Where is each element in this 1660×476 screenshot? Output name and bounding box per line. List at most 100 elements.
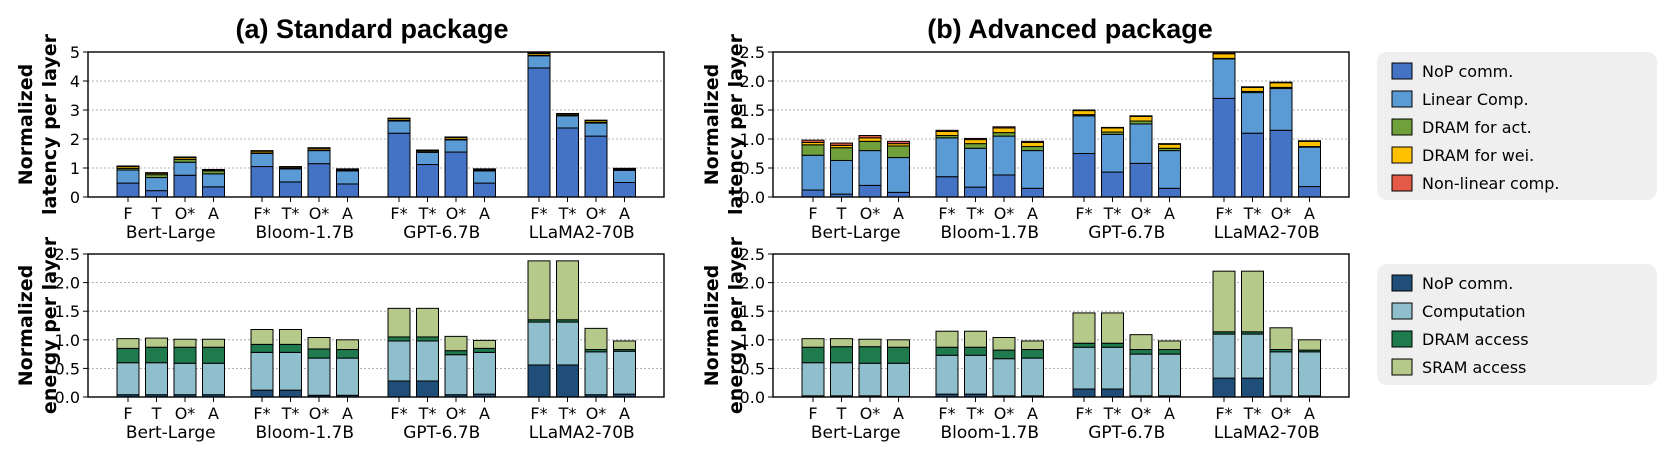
bar-segment xyxy=(1212,58,1236,99)
bar-segment xyxy=(1101,126,1124,129)
bar-segment xyxy=(527,321,551,366)
x-tick-label: F* xyxy=(1215,204,1232,223)
legend-label: NoP comm. xyxy=(1422,274,1513,293)
bar-segment xyxy=(830,142,853,146)
bar-segment xyxy=(613,340,636,351)
title-standard-package: (a) Standard package xyxy=(235,14,508,44)
legend-label: Non-linear comp. xyxy=(1422,174,1559,193)
bar-segment xyxy=(613,350,636,395)
bar-segment xyxy=(416,164,439,198)
bar-segment xyxy=(964,137,987,141)
x-tick-label: O* xyxy=(309,204,330,223)
bar-segment xyxy=(858,150,882,186)
bar-segment xyxy=(527,364,551,398)
x-tick-label: A xyxy=(1027,404,1038,423)
x-tick-label: A xyxy=(208,204,219,223)
bar-segment xyxy=(1101,127,1124,133)
y-axis-label: energy per layer xyxy=(725,236,747,414)
x-tick-label: A xyxy=(1304,204,1315,223)
x-tick-label: O* xyxy=(175,204,196,223)
bar-segment xyxy=(250,329,274,345)
bar-segment xyxy=(1269,351,1293,397)
bar-segment xyxy=(279,343,302,353)
bar-segment xyxy=(145,177,168,192)
y-axis-label: latency per layer xyxy=(725,33,747,215)
bar-segment xyxy=(801,346,825,364)
bar-segment xyxy=(1212,52,1236,55)
bar-segment xyxy=(387,307,411,338)
x-tick-label: A xyxy=(619,404,630,423)
bar-segment xyxy=(1158,187,1181,198)
bar-segment xyxy=(202,168,225,171)
y-tick-label: 1 xyxy=(70,159,80,178)
bar-segment xyxy=(1021,146,1044,152)
bar-segment xyxy=(444,136,468,139)
bar-segment xyxy=(279,181,302,198)
bar-segment xyxy=(202,362,225,396)
y-tick-label: 0.5 xyxy=(55,359,80,378)
bar-segment xyxy=(887,145,910,159)
legend-swatch xyxy=(1391,330,1413,348)
bar-segment xyxy=(387,117,411,120)
bar-segment xyxy=(1072,110,1096,116)
bar-segment xyxy=(1241,86,1264,92)
bar-segment xyxy=(830,338,853,348)
y-tick-label: 2.5 xyxy=(55,245,80,264)
bar-segment xyxy=(1072,342,1096,348)
bar-segment xyxy=(1241,270,1264,333)
legend-label: DRAM access xyxy=(1422,330,1529,349)
bar-segment xyxy=(584,122,608,137)
bar-segment xyxy=(1101,312,1124,344)
y-tick-label: 0.5 xyxy=(740,159,765,178)
bar-segment xyxy=(858,184,882,198)
bar-segment xyxy=(336,339,359,351)
bar-segment xyxy=(279,351,302,391)
bar-segment xyxy=(473,182,496,198)
bar-segment xyxy=(935,346,959,356)
bar-segment xyxy=(858,137,882,142)
x-tick-label: A xyxy=(893,404,904,423)
bar-segment xyxy=(473,351,496,395)
bar-segment xyxy=(964,346,987,356)
bar-segment xyxy=(202,346,225,364)
bar-segment xyxy=(307,337,331,350)
x-tick-label: O* xyxy=(175,404,196,423)
y-axis-label: energy per layer xyxy=(39,236,61,414)
bar-segment xyxy=(473,339,496,349)
bar-segment xyxy=(887,157,910,193)
bar-segment xyxy=(527,55,551,69)
bar-segment xyxy=(444,350,468,356)
bar-segment xyxy=(992,174,1016,198)
bar-segment xyxy=(387,120,411,134)
bar-segment xyxy=(173,174,197,198)
x-tick-label: F* xyxy=(938,404,955,423)
bar-segment xyxy=(964,147,987,188)
bar-segment xyxy=(145,172,168,174)
x-tick-label: T* xyxy=(418,404,437,423)
x-tick-label: O* xyxy=(446,204,467,223)
bar-segment xyxy=(1158,349,1181,355)
bar-segment xyxy=(556,115,579,129)
bar-segment xyxy=(935,129,959,132)
group-label: Bloom-1.7B xyxy=(255,223,354,243)
bar-segment xyxy=(801,338,825,348)
x-tick-label: T xyxy=(836,404,847,423)
bar-segment xyxy=(1158,150,1181,189)
bar-segment xyxy=(935,330,959,348)
panel-energy-standard: 0.0 0.5 1.0 1.5 2.0 2.5 Normalized energy per l… xyxy=(15,236,665,443)
bar-segment xyxy=(116,182,140,198)
legend-swatch xyxy=(1391,174,1413,192)
x-tick-label: F* xyxy=(390,204,407,223)
bar-segment xyxy=(1212,333,1236,379)
bar-segment xyxy=(416,151,439,166)
y-tick-label: 0.0 xyxy=(740,188,765,207)
bar-segment xyxy=(584,327,608,351)
bar-segment xyxy=(473,347,496,353)
legend-box xyxy=(1377,52,1657,200)
y-tick-label: 2.0 xyxy=(740,72,765,91)
y-tick-label: 0.0 xyxy=(740,388,765,407)
bar-segment xyxy=(279,329,302,345)
bar-segment xyxy=(307,147,331,149)
